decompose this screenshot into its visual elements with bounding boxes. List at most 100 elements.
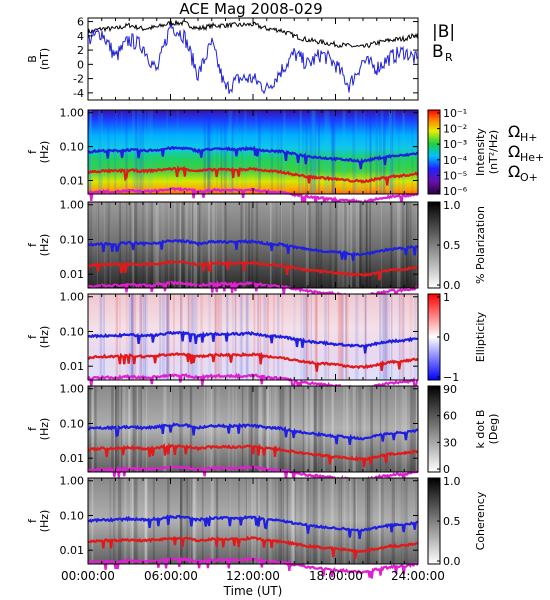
spectrogram-texture <box>279 202 281 288</box>
y-axis-label: f <box>26 149 39 154</box>
b-legend: |B| B R <box>432 22 455 64</box>
spectrogram-texture <box>235 294 237 380</box>
spectrogram-texture <box>298 478 302 564</box>
spectrogram-texture <box>114 110 116 194</box>
spectrogram-texture <box>302 110 304 194</box>
spectrogram-texture <box>370 478 373 564</box>
spectrogram-texture <box>342 294 344 380</box>
spectrogram-texture <box>391 202 393 288</box>
spectrogram-texture <box>317 478 320 564</box>
spectrogram-texture <box>352 386 356 472</box>
y-axis-label: f <box>26 518 39 523</box>
spectrogram-texture <box>331 110 335 194</box>
spectrogram-texture <box>96 202 99 288</box>
legend-omega-o-sub: O+ <box>520 171 538 184</box>
spectrogram-texture <box>310 294 312 380</box>
spectrogram-texture <box>322 386 325 472</box>
spectrogram-texture <box>352 386 357 472</box>
x-tick-label: 12:00:00 <box>226 569 280 583</box>
spectrogram-texture <box>299 110 303 194</box>
spectrogram-texture <box>247 386 249 472</box>
spectrogram-texture <box>132 386 136 472</box>
spectrogram-texture <box>340 294 343 380</box>
spectrogram-texture <box>299 478 302 564</box>
spectrogram-texture <box>180 294 182 380</box>
spectrogram-texture <box>369 478 373 564</box>
spectrogram-texture <box>379 386 382 472</box>
spectrogram-texture <box>177 202 181 288</box>
colorbar <box>427 109 441 195</box>
spectrogram-texture <box>133 386 137 472</box>
spectrogram-texture <box>220 294 222 380</box>
spectrogram-texture <box>259 386 262 472</box>
spectrogram-texture <box>203 110 206 194</box>
spectrogram-texture <box>345 386 349 472</box>
y-tick-label: 6 <box>77 16 84 29</box>
spectrogram-texture <box>216 110 218 194</box>
y-tick-label: 1.00 <box>60 475 85 488</box>
spectrogram-texture <box>342 202 346 288</box>
spectrogram-texture <box>389 110 392 194</box>
spectrogram-texture <box>313 110 317 194</box>
spectrogram-texture <box>166 294 170 380</box>
spectrogram-texture <box>212 386 216 472</box>
spectrogram-texture <box>315 294 318 380</box>
spectrogram-texture <box>298 110 300 194</box>
spectrogram-texture <box>332 386 334 472</box>
spectrogram-texture <box>129 202 131 288</box>
spectrogram-texture <box>339 294 342 380</box>
y-axis-label: f <box>26 426 39 431</box>
spectrogram-texture <box>179 478 183 564</box>
spectrogram-texture <box>312 478 316 564</box>
spectrogram-texture <box>215 478 219 564</box>
spectrogram-texture <box>348 478 352 564</box>
spectrogram-texture <box>131 294 134 380</box>
colorbar-unit: (nT²/Hz) <box>487 130 500 174</box>
spectrogram-texture <box>232 110 234 194</box>
spectrogram-texture <box>191 202 193 288</box>
spectrogram-texture <box>251 478 254 564</box>
spectrogram-texture <box>239 294 243 380</box>
spectrogram-texture <box>304 110 308 194</box>
x-tick-label: 18:00:00 <box>309 569 363 583</box>
spectrogram-texture <box>179 386 182 472</box>
spectrogram-texture <box>340 202 342 288</box>
spectrogram-texture <box>253 294 256 380</box>
spectrogram-texture <box>385 294 387 380</box>
spectrogram-texture <box>364 294 367 380</box>
y-tick-label: 0.10 <box>60 509 85 522</box>
spectrogram-texture <box>409 294 413 380</box>
spectrogram-texture <box>355 478 357 564</box>
spectrogram-texture <box>257 294 260 380</box>
spectrogram-texture <box>209 110 211 194</box>
y-tick-label: 2 <box>77 44 84 57</box>
spectrogram-texture <box>145 202 148 288</box>
y-tick-label: 0.01 <box>60 452 85 465</box>
spectrogram-texture <box>411 386 413 472</box>
spectrogram-texture <box>300 294 302 380</box>
spectrogram-texture <box>365 478 368 564</box>
spectrogram-texture <box>223 202 225 288</box>
colorbar-tick-label: 10⁻⁴ <box>443 154 468 167</box>
omega-h-line <box>87 330 419 354</box>
spectrogram-texture <box>404 478 408 564</box>
colorbar-tick-label: 0.0 <box>443 555 461 568</box>
spectrogram-texture <box>235 386 238 472</box>
spectrogram-texture <box>211 478 214 564</box>
spectrogram-texture <box>268 478 272 564</box>
spectrogram-texture <box>124 478 127 564</box>
spectrogram-texture <box>317 202 319 288</box>
spectrogram-texture <box>233 294 236 380</box>
y-tick-label: 0.10 <box>60 417 85 430</box>
y-tick-label: 0.10 <box>60 325 85 338</box>
spectrogram-texture <box>329 202 332 288</box>
spectrogram-texture <box>340 478 342 564</box>
spectrogram-texture <box>305 386 308 472</box>
spectrogram-texture <box>398 110 400 194</box>
spectrogram-texture <box>270 110 274 194</box>
spectrogram-texture <box>176 202 181 288</box>
spectrogram-texture <box>343 202 347 288</box>
colorbar-tick-label: 60 <box>443 410 457 423</box>
spectrogram-texture <box>246 294 249 380</box>
y-tick-label: 1.00 <box>60 199 85 212</box>
